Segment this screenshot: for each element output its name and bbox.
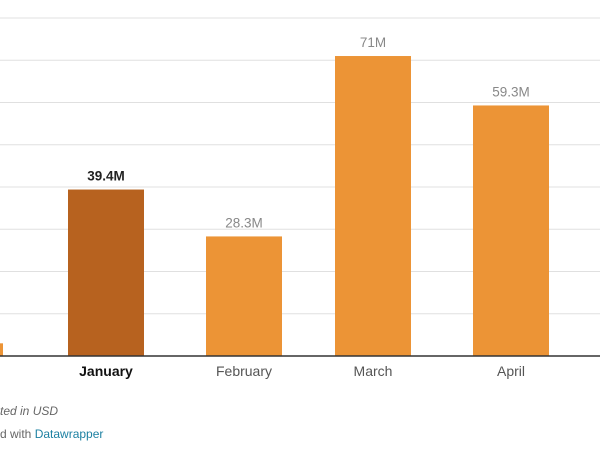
value-label-january: 39.4M [87,169,125,184]
value-label-march: 71M [360,35,386,50]
bars [0,56,549,357]
category-label-february: February [216,363,272,379]
category-labels: January February March April [79,363,525,379]
value-label-february: 28.3M [225,215,263,230]
bar-april [473,105,549,357]
bar-february [206,236,282,356]
bar-march [335,56,411,357]
bar-partial [0,343,3,356]
category-label-april: April [497,363,525,379]
category-label-january: January [79,363,133,379]
value-label-april: 59.3M [492,84,530,99]
bar-january [68,189,144,356]
bar-chart-svg: 39.4M 28.3M 71M 59.3M January February March A… [0,17,600,379]
category-label-march: March [354,363,393,379]
credit-prefix: d with [0,427,35,441]
datawrapper-link[interactable]: Datawrapper [34,427,104,441]
footnote: ted in USD [0,404,59,418]
credit-line: d with Datawrapper [0,427,600,441]
data-labels: 39.4M 28.3M 71M 59.3M [87,35,530,230]
